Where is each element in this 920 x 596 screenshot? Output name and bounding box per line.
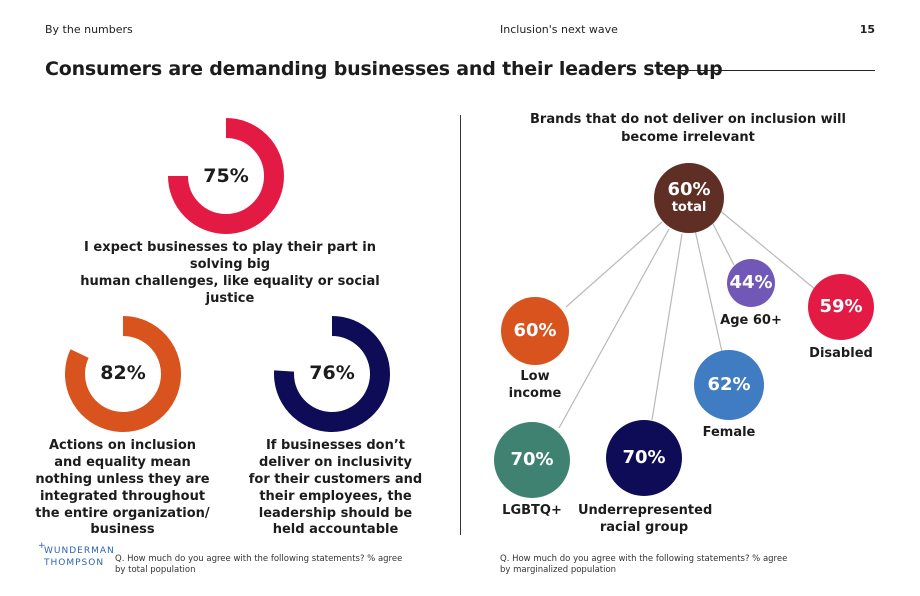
statement-line: Actions on inclusion <box>48 438 197 453</box>
female-bubble: 62% <box>694 350 764 420</box>
connector-female <box>694 229 723 353</box>
bubble-value: 70% <box>510 449 554 471</box>
statement-line: held accountable <box>272 522 399 538</box>
statement-line: leadership should be <box>258 505 413 521</box>
footnote-total-population: Q. How much do you agree with the follow… <box>115 554 403 576</box>
donut-chart-leadership-accountable <box>274 316 390 432</box>
connector-low-income <box>565 221 663 308</box>
statement-actions-integrated: Actions on inclusion and equality mean n… <box>35 438 210 539</box>
disabled-label: Disabled <box>809 346 873 361</box>
title-rule <box>662 70 875 71</box>
statement-line: deliver on inclusivity <box>259 454 412 470</box>
statement-line: for their customers and <box>248 471 423 487</box>
age-60-label: Age 60+ <box>720 313 782 328</box>
statement-line: human challenges, like equality or socia… <box>80 273 380 306</box>
donut-arc <box>274 316 390 432</box>
statement-line: their employees, the <box>259 488 412 504</box>
bubble-value: 62% <box>707 374 751 396</box>
report-title: Inclusion's next wave <box>500 23 618 36</box>
statement-line: integrated throughout <box>39 488 206 504</box>
statement-leadership-accountable: If businesses don’t deliver on inclusivi… <box>248 438 423 539</box>
wunderman-thompson-logo: + WUNDERMAN THOMPSON <box>38 541 115 569</box>
statement-businesses-role: I expect businesses to play their part i… <box>60 240 400 308</box>
statement-line: the entire organization/ <box>35 505 210 521</box>
age-60-bubble: 44% <box>727 259 775 307</box>
logo-line: THOMPSON <box>44 557 105 568</box>
donut-value-label: 82% <box>100 362 146 384</box>
network-chart-title: Brands that do not deliver on inclusion … <box>530 111 846 146</box>
racial-group-label: Underrepresented racial group <box>578 503 713 535</box>
page-number: 15 <box>859 23 875 36</box>
chart-title-line: become irrelevant <box>621 129 755 145</box>
statement-line: If businesses don’t <box>265 438 406 453</box>
total-bubble: 60% total <box>654 163 724 233</box>
statement-line: I expect businesses to play their part i… <box>84 240 376 272</box>
logo-line: WUNDERMAN <box>44 546 115 556</box>
chart-title-line: Brands that do not deliver on inclusion … <box>530 112 846 127</box>
bubble-value: 60% <box>513 320 557 342</box>
donut-value-label: 75% <box>203 165 249 187</box>
footnote-marginalized-population: Q. How much do you agree with the follow… <box>500 554 788 576</box>
bubble-value: 59% <box>819 296 863 318</box>
connector-age60 <box>710 219 735 266</box>
donut-arc <box>168 118 284 234</box>
column-divider <box>460 115 461 535</box>
racial-group-bubble: 70% <box>606 420 682 496</box>
bubble-value: 60% <box>667 179 711 201</box>
connector-disabled <box>717 208 817 291</box>
lgbtq-label: LGBTQ+ <box>502 503 562 518</box>
connector-lgbtq <box>558 228 670 429</box>
statement-line: and equality mean <box>54 454 191 470</box>
donut-value-label: 76% <box>309 362 355 384</box>
connector-racial <box>651 233 683 421</box>
bubble-sublabel: total <box>671 200 707 216</box>
statement-line: business <box>90 522 155 538</box>
low-income-bubble: 60% <box>501 297 569 365</box>
lgbtq-bubble: 70% <box>494 422 570 498</box>
donut-chart-actions-integrated <box>65 316 181 432</box>
logo-plus-icon: + <box>38 541 47 551</box>
section-label: By the numbers <box>45 23 133 36</box>
female-label: Female <box>702 425 756 440</box>
donut-arc <box>65 316 181 432</box>
low-income-label: Low income <box>508 369 562 401</box>
statement-line: nothing unless they are <box>35 471 210 487</box>
bubble-value: 70% <box>622 447 666 469</box>
disabled-bubble: 59% <box>808 274 874 340</box>
page-title: Consumers are demanding businesses and t… <box>45 58 723 80</box>
donut-chart-businesses-role <box>168 118 284 234</box>
bubble-value: 44% <box>729 272 773 294</box>
